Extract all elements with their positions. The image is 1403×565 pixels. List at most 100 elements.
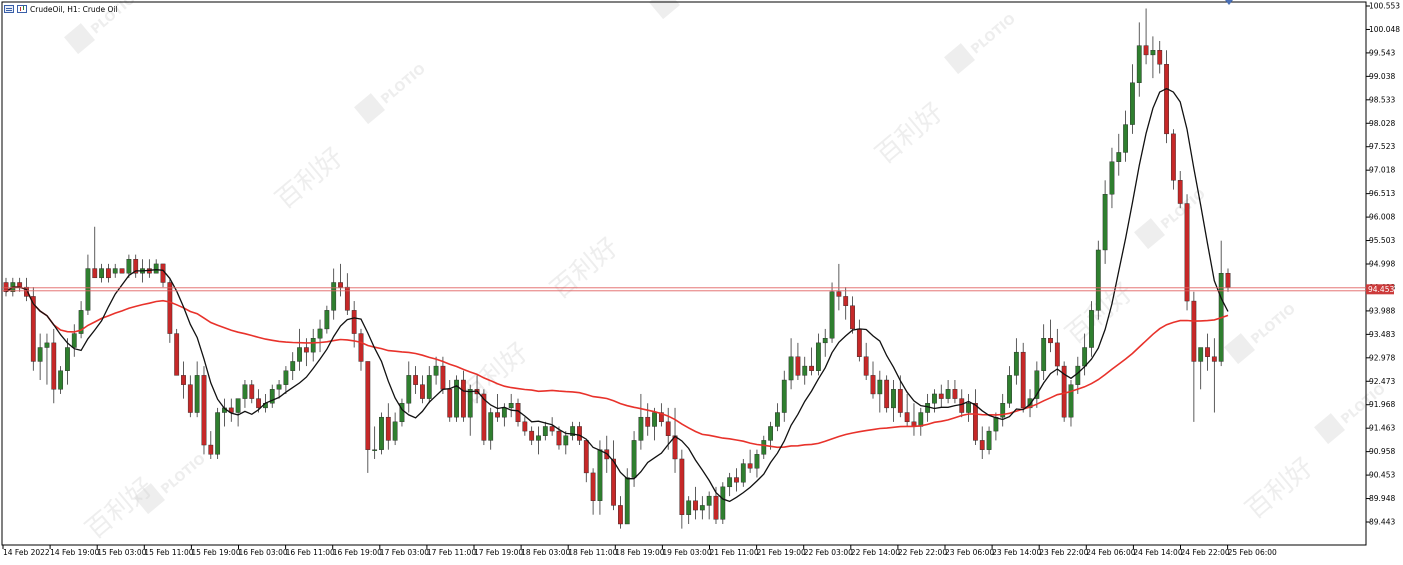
ma-fast-line <box>5 87 1229 503</box>
watermark: 百利好 <box>455 337 534 410</box>
candle-body <box>590 472 596 501</box>
candle-body <box>570 426 576 436</box>
candle-body <box>945 389 951 399</box>
candle <box>276 380 282 399</box>
candle <box>1164 50 1169 144</box>
candle-body <box>447 389 453 418</box>
candle-body <box>187 384 193 413</box>
candle <box>665 407 671 450</box>
candle-body <box>420 384 425 399</box>
candle-body <box>1143 45 1149 56</box>
candle-body <box>1211 356 1217 362</box>
candle-body <box>426 375 432 399</box>
y-tick-label: 95.503 <box>1369 236 1395 245</box>
candle <box>44 333 50 385</box>
candle-body <box>460 379 466 418</box>
candle-body <box>973 403 978 441</box>
candle-body <box>1000 403 1006 418</box>
candle-body <box>1150 50 1156 56</box>
candle-body <box>303 347 309 353</box>
candle <box>645 403 651 436</box>
candle-body <box>37 347 43 362</box>
candle <box>788 338 794 390</box>
candle <box>344 273 350 315</box>
x-tick-label: 18 Feb 03:00 <box>521 548 570 557</box>
candle-body <box>1177 180 1183 204</box>
candle-body <box>58 370 64 390</box>
candle <box>973 389 978 446</box>
candle <box>379 412 384 455</box>
candle <box>577 421 582 446</box>
candle <box>1000 393 1006 427</box>
candle-body <box>112 268 118 274</box>
candle-body <box>652 412 657 427</box>
candle <box>638 393 644 450</box>
candle <box>1130 64 1135 134</box>
candle-body <box>740 463 746 483</box>
candle-body <box>344 286 350 311</box>
y-tick-label: 91.968 <box>1369 400 1395 409</box>
candle-body <box>119 268 125 274</box>
candle-body <box>952 389 958 399</box>
candle <box>242 380 248 408</box>
candle-body <box>638 416 644 441</box>
candle <box>160 263 166 288</box>
candle-body <box>392 421 398 441</box>
chart-title: CrudeOil, H1: Crude Oil <box>30 4 118 14</box>
candle-body <box>1130 82 1135 125</box>
candle-body <box>522 421 528 432</box>
candle-body <box>549 426 555 432</box>
y-tick-label: 92.978 <box>1369 353 1395 362</box>
candle-body <box>1054 342 1060 367</box>
candle <box>51 328 57 404</box>
candle <box>310 328 316 362</box>
candle <box>399 398 405 427</box>
x-tick-label: 23 Feb 06:00 <box>945 548 994 557</box>
candle <box>1020 342 1026 413</box>
candle <box>583 440 589 483</box>
y-tick-label: 96.513 <box>1369 189 1395 198</box>
candle <box>119 268 125 274</box>
candle <box>679 449 685 529</box>
watermark: PLOTIO <box>354 62 429 125</box>
candle-body <box>153 263 159 274</box>
candle <box>133 254 139 278</box>
x-tick-label: 25 Feb 06:00 <box>1228 548 1277 557</box>
candle-body <box>618 505 623 525</box>
chart-list-icon[interactable] <box>4 5 14 13</box>
candle-body <box>379 416 384 450</box>
candle <box>1157 40 1163 74</box>
candle-body <box>877 379 883 395</box>
candle-body <box>836 291 842 297</box>
watermark: PLOTIO <box>944 12 1019 75</box>
candle-body <box>276 384 282 390</box>
candle-body <box>904 412 910 423</box>
x-tick-label: 21 Feb 19:00 <box>757 548 806 557</box>
candle <box>1116 133 1122 176</box>
watermark-brand: PLOTIO <box>1248 302 1298 348</box>
x-tick-label: 17 Feb 11:00 <box>427 548 476 557</box>
candle <box>802 356 808 385</box>
candle <box>426 366 432 404</box>
candle <box>1225 268 1231 292</box>
price-axis[interactable]: 100.553 100.048 99.543 99.038 98.533 98.028 97… <box>1366 2 1400 527</box>
candle-body <box>747 463 753 469</box>
candle-body <box>624 477 630 525</box>
watermark-logo-block <box>1314 413 1345 445</box>
candle <box>467 384 473 436</box>
candle-body <box>1082 347 1088 367</box>
candlestick-series <box>3 8 1231 529</box>
candle-body <box>99 268 104 279</box>
candle-body <box>71 333 77 348</box>
watermark-cn: 百利好 <box>1240 452 1319 525</box>
candle <box>1184 194 1190 311</box>
candle-body <box>338 282 343 288</box>
candle-chart-icon[interactable] <box>17 5 27 13</box>
chart-shift-marker-icon[interactable] <box>1225 0 1233 5</box>
x-tick-label: 22 Feb 22:00 <box>898 548 947 557</box>
candle <box>843 287 849 320</box>
candle-body <box>317 328 323 339</box>
